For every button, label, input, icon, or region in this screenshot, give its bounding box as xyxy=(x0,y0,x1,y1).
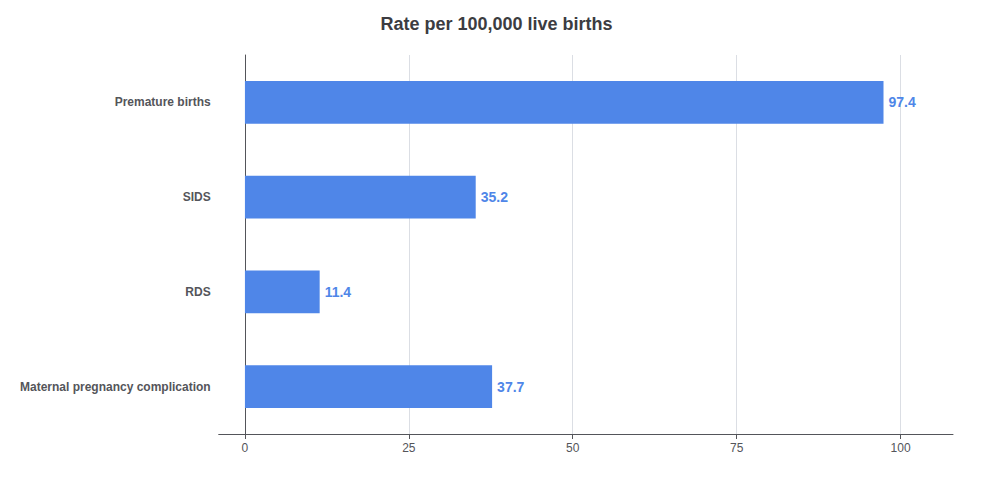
svg-text:0: 0 xyxy=(242,441,249,455)
svg-text:Rate per 100,000 live births: Rate per 100,000 live births xyxy=(380,14,612,34)
svg-text:Premature births: Premature births xyxy=(115,95,211,109)
svg-text:50: 50 xyxy=(566,441,580,455)
svg-text:37.7: 37.7 xyxy=(497,379,524,395)
svg-text:75: 75 xyxy=(730,441,744,455)
svg-text:SIDS: SIDS xyxy=(183,190,211,204)
svg-text:97.4: 97.4 xyxy=(889,94,916,110)
svg-text:RDS: RDS xyxy=(185,285,210,299)
svg-text:25: 25 xyxy=(402,441,416,455)
svg-text:11.4: 11.4 xyxy=(325,284,352,300)
svg-text:Maternal pregnancy complicatio: Maternal pregnancy complication xyxy=(20,380,211,394)
svg-text:35.2: 35.2 xyxy=(481,189,508,205)
svg-text:100: 100 xyxy=(891,441,911,455)
